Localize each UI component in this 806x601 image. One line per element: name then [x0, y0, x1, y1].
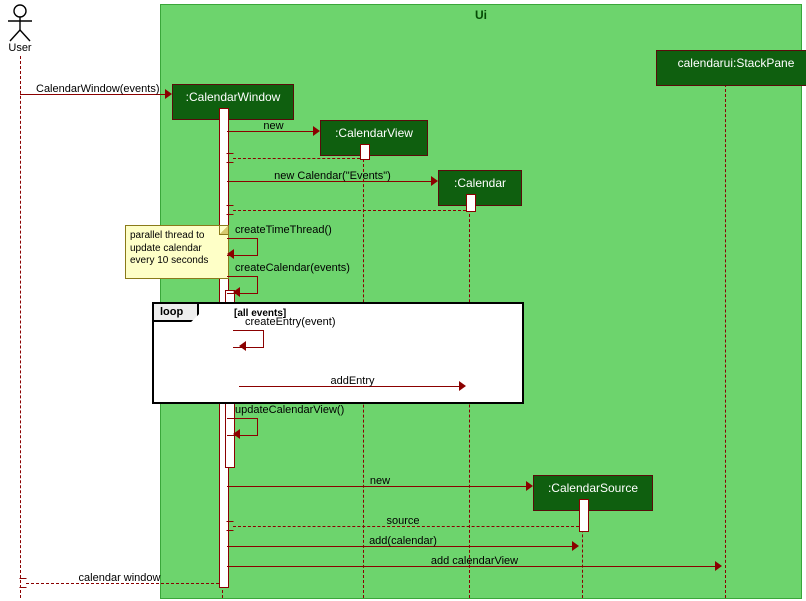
participant-stack: calendarui:StackPane	[656, 50, 806, 86]
message-label: createTimeThread()	[235, 224, 332, 236]
arrow-head-icon	[239, 341, 246, 351]
message-label: new	[227, 120, 320, 132]
message-label: createCalendar(events)	[235, 262, 350, 274]
message: calendar window	[20, 571, 219, 585]
actor-user: User	[4, 4, 36, 54]
frame-loop: loop[all events]	[152, 302, 524, 404]
message-label: add calendarView	[227, 555, 722, 567]
message	[227, 198, 466, 212]
message-label: CalendarWindow(events)	[36, 83, 160, 95]
arrow-head-icon	[233, 287, 240, 297]
message: add calendarView	[227, 554, 722, 568]
note-line: parallel thread to	[130, 230, 222, 243]
note-line: every 10 seconds	[130, 255, 222, 268]
message-label: createEntry(event)	[245, 316, 335, 328]
message-label: calendar window	[20, 572, 219, 584]
lifeline-stack	[725, 74, 726, 598]
message: new Calendar("Events")	[227, 169, 438, 183]
arrow-head-icon	[227, 153, 234, 163]
lifeline-user	[20, 56, 21, 598]
message	[227, 146, 360, 160]
participant-calsrc: :CalendarSource	[533, 475, 653, 511]
frame-tag: loop	[154, 304, 199, 322]
message: source	[227, 514, 579, 528]
arrow-head-icon	[227, 249, 234, 259]
activation-calsrc-5	[579, 499, 589, 532]
arrow-head-icon	[233, 429, 240, 439]
message-label: add(calendar)	[227, 535, 579, 547]
arrow-head-icon	[165, 89, 172, 99]
arrow-head-icon	[227, 205, 234, 215]
message-label: updateCalendarView()	[235, 404, 344, 416]
actor-label: User	[4, 42, 36, 54]
message: new	[227, 119, 320, 133]
participant-calwin: :CalendarWindow	[172, 84, 294, 120]
activation-calview-3	[360, 144, 370, 160]
message: CalendarWindow(events)	[20, 82, 172, 96]
message-label: new Calendar("Events")	[227, 170, 438, 182]
zone-title: Ui	[161, 8, 801, 22]
message: addEntry	[239, 374, 466, 388]
note-line: update calendar	[130, 243, 222, 256]
message-label: new	[227, 475, 533, 487]
activation-cal-4	[466, 194, 476, 212]
message-label: addEntry	[239, 375, 466, 387]
message: new	[227, 474, 533, 488]
message: add(calendar)	[227, 534, 579, 548]
message-label: source	[227, 515, 579, 527]
note: parallel thread toupdate calendarevery 1…	[125, 225, 229, 279]
